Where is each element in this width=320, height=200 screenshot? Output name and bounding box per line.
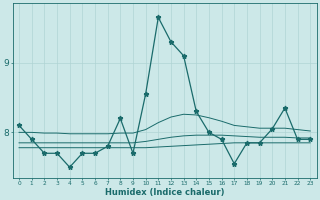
X-axis label: Humidex (Indice chaleur): Humidex (Indice chaleur) — [105, 188, 224, 197]
